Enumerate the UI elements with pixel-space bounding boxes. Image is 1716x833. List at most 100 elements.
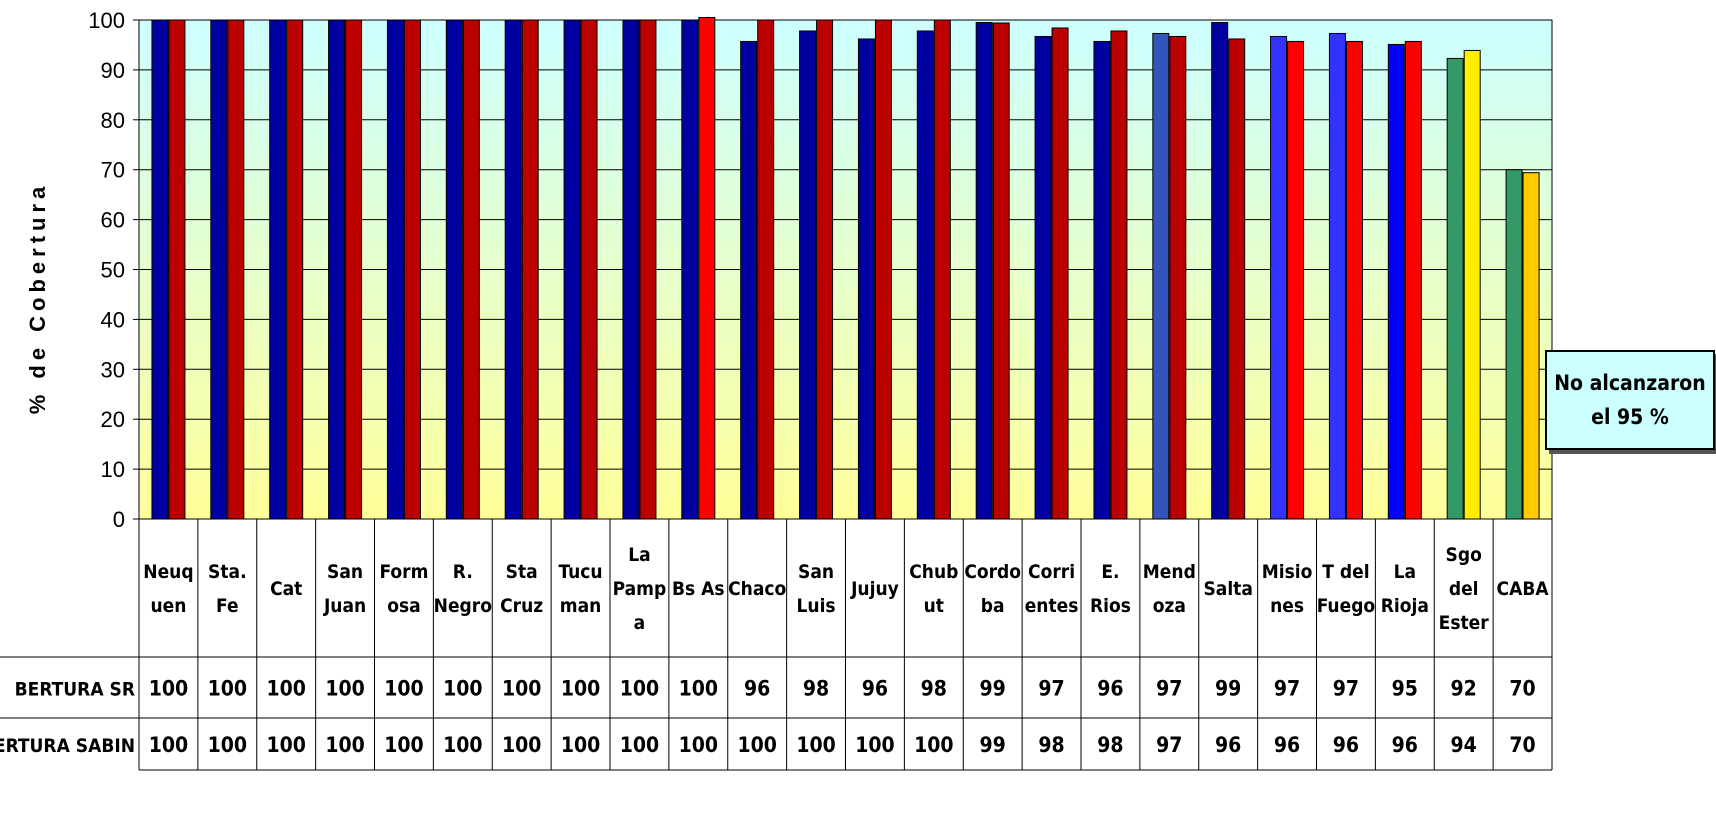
- bar-sabin: [816, 19, 834, 520]
- category-label: oza: [1153, 595, 1186, 617]
- data-label: 100: [384, 733, 423, 757]
- bar-sr: [799, 30, 817, 520]
- data-label: 100: [855, 733, 894, 757]
- data-label: 100: [325, 733, 364, 757]
- data-label: 98: [1038, 733, 1064, 757]
- data-label: 96: [1215, 733, 1241, 757]
- data-label: 97: [1274, 677, 1300, 701]
- annotation-box: No alcanzaron el 95 %: [1545, 350, 1715, 450]
- bar-sr: [386, 19, 404, 520]
- data-label: 100: [149, 733, 188, 757]
- data-label: 100: [561, 677, 600, 701]
- bar-sr: [445, 19, 463, 520]
- category-label: R.: [453, 561, 473, 583]
- category-label: a: [634, 612, 646, 634]
- bar-sabin: [1228, 38, 1246, 520]
- data-label: 100: [266, 733, 305, 757]
- category-label: osa: [387, 595, 420, 617]
- bar-sabin: [1345, 40, 1363, 520]
- bar-sabin: [992, 22, 1010, 520]
- data-label: 97: [1038, 677, 1064, 701]
- bar-sr: [504, 19, 522, 520]
- annotation-line-2: el 95 %: [1591, 405, 1669, 429]
- category-label: Juan: [323, 595, 366, 617]
- data-label: 100: [679, 677, 718, 701]
- annotation-line-1: No alcanzaron: [1554, 371, 1706, 395]
- bar-sr: [857, 38, 875, 520]
- data-label: 100: [502, 733, 541, 757]
- bar-sr: [916, 30, 934, 520]
- category-label: Salta: [1203, 578, 1252, 600]
- category-label: Cordo: [964, 561, 1021, 583]
- y-axis-label: % de Cobertura: [25, 182, 50, 415]
- gridlines: [139, 69, 1552, 470]
- data-label: 100: [737, 733, 776, 757]
- bar-sr: [151, 19, 169, 520]
- data-label: 96: [862, 677, 888, 701]
- bar-sr: [1093, 40, 1111, 520]
- y-tick-label: 100: [88, 8, 125, 33]
- data-label: 98: [803, 677, 829, 701]
- category-label: del: [1449, 578, 1479, 600]
- bar-sr: [1328, 32, 1346, 520]
- bar-sr: [975, 21, 993, 520]
- bar-sabin: [462, 19, 480, 520]
- bar-sr: [1505, 169, 1523, 520]
- category-label: La: [628, 544, 650, 566]
- y-tick-label: 80: [101, 108, 125, 133]
- data-label: 99: [1215, 677, 1241, 701]
- data-label: 100: [679, 733, 718, 757]
- bar-sabin: [227, 19, 245, 520]
- y-tick-label: 50: [101, 258, 125, 283]
- data-label: 98: [1097, 733, 1123, 757]
- category-label: man: [560, 595, 602, 617]
- category-label: Cruz: [500, 595, 543, 617]
- category-label: Fuego: [1317, 595, 1376, 617]
- y-tick-label: 10: [101, 457, 125, 482]
- data-label: 92: [1451, 677, 1477, 701]
- category-label: San: [327, 561, 363, 583]
- data-label: 100: [325, 677, 364, 701]
- bar-sabin: [1051, 27, 1069, 520]
- bar-sr: [210, 19, 228, 520]
- category-label: La: [1394, 561, 1416, 583]
- category-label: Rioja: [1381, 595, 1429, 617]
- data-label: 94: [1451, 733, 1477, 757]
- y-tick-label: 90: [101, 58, 125, 83]
- y-tick-label: 30: [101, 357, 125, 382]
- bar-sr: [328, 19, 346, 520]
- bar-sr: [1152, 32, 1170, 520]
- data-label: 97: [1156, 733, 1182, 757]
- data-label: 100: [561, 733, 600, 757]
- data-label: 99: [980, 733, 1006, 757]
- data-label: 100: [620, 733, 659, 757]
- category-label: Mend: [1143, 561, 1196, 583]
- bar-sabin: [933, 19, 951, 520]
- y-tick-label: 60: [101, 208, 125, 233]
- data-label: 96: [1333, 733, 1359, 757]
- series-label: BERTURA SR: [15, 679, 135, 701]
- bar-sr: [681, 19, 699, 520]
- data-label: 100: [149, 677, 188, 701]
- data-label: 100: [384, 677, 423, 701]
- data-label: 100: [208, 677, 247, 701]
- bar-sr: [1211, 21, 1229, 520]
- category-label: Misio: [1262, 561, 1313, 583]
- bar-sabin: [698, 17, 716, 520]
- bar-sabin: [521, 19, 539, 520]
- data-label: 100: [266, 677, 305, 701]
- data-label: 70: [1509, 677, 1535, 701]
- category-label: Neuq: [143, 561, 193, 583]
- bar-sr: [1387, 43, 1405, 520]
- category-label: Sta: [506, 561, 538, 583]
- data-label: 100: [620, 677, 659, 701]
- bar-sabin: [1463, 49, 1481, 520]
- y-axis: 0 10 20 30 40 50 60 70 80 90 100: [88, 8, 140, 532]
- category-label: Jujuy: [850, 578, 899, 600]
- bar-sabin: [1110, 30, 1128, 520]
- bar-sabin: [1287, 40, 1305, 520]
- category-label: San: [798, 561, 834, 583]
- category-label: Negro: [434, 595, 493, 617]
- category-label: Fe: [216, 595, 239, 617]
